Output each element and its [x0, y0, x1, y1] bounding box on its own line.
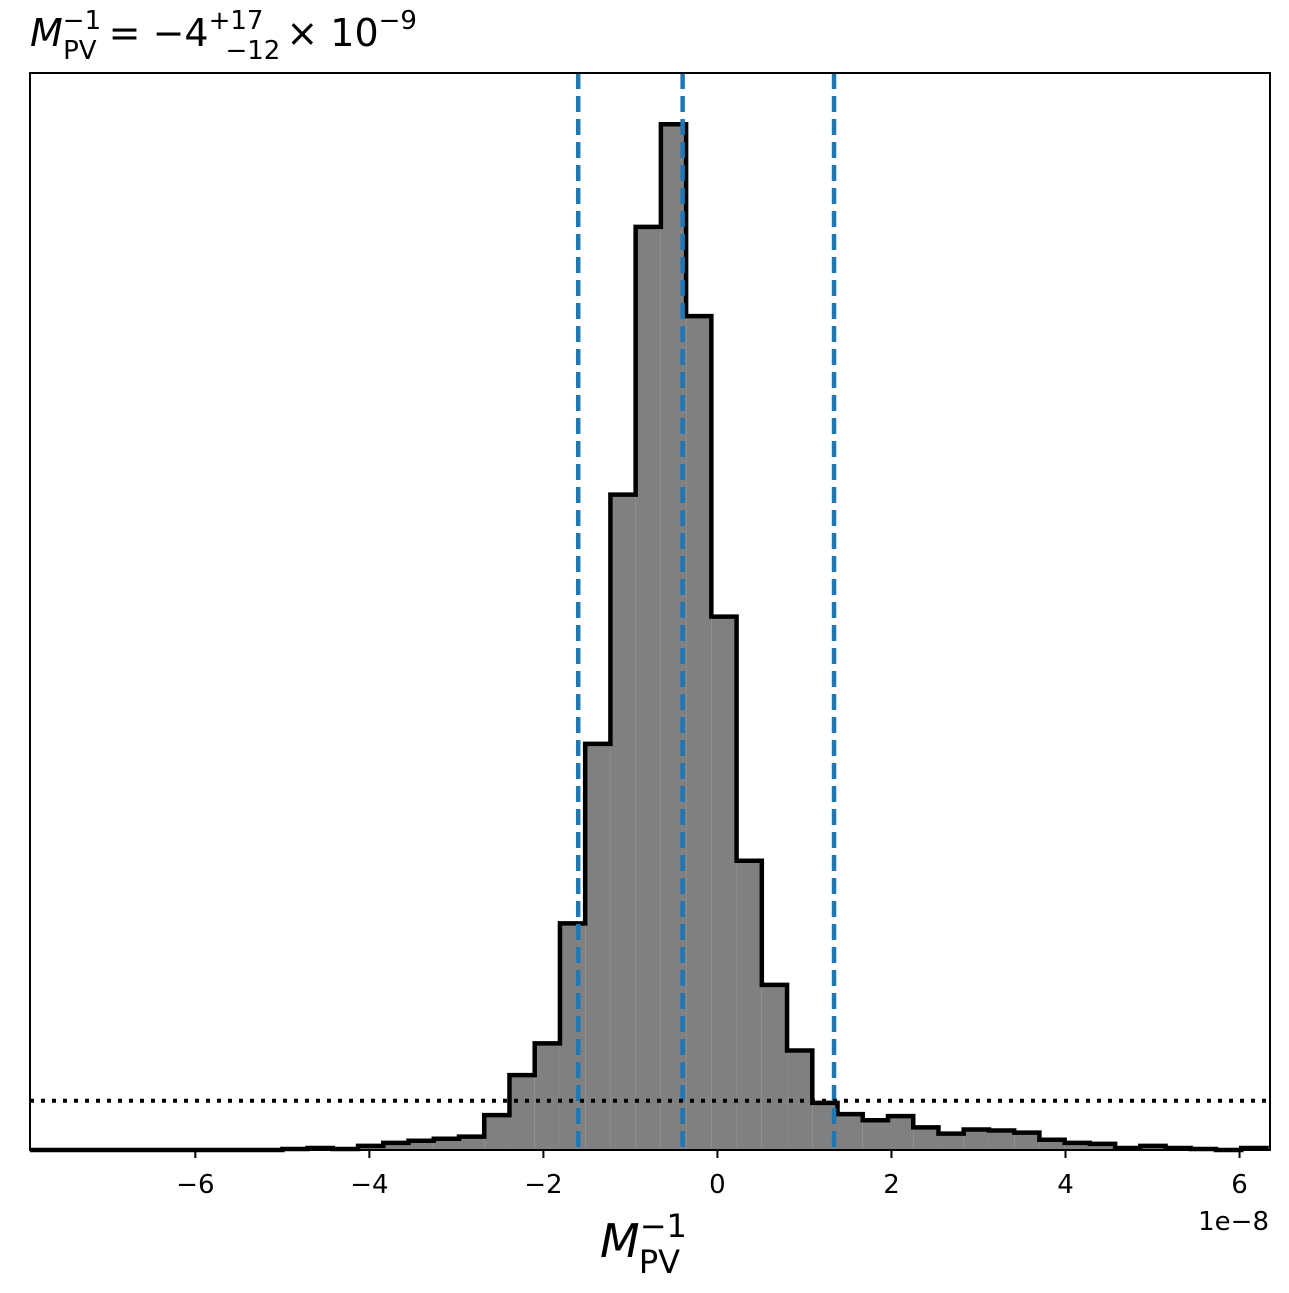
histogram-bar — [887, 1116, 914, 1150]
histogram-bar — [585, 743, 611, 1150]
histogram-bar — [862, 1120, 888, 1150]
title-upper-error: +17 — [209, 6, 264, 36]
xlabel-sup: −1 — [640, 1207, 687, 1245]
chart-title: M−1 PV = −4+17 −12 × 10−9 — [30, 6, 417, 66]
x-tick-label: −4 — [350, 1170, 388, 1200]
axis-offset-text: 1e−8 — [1198, 1207, 1269, 1237]
title-symbol-sup: −1 — [63, 6, 101, 36]
histogram-bar — [509, 1075, 535, 1150]
histogram-bar — [1089, 1143, 1116, 1150]
xlabel-sub: PV — [639, 1243, 680, 1281]
axes-frame — [29, 72, 1271, 1151]
x-tick-label: −2 — [524, 1170, 562, 1200]
histogram-bar — [534, 1043, 560, 1150]
histogram-bar — [559, 923, 586, 1150]
title-lower-error: −12 — [225, 36, 280, 66]
histogram-outline — [30, 122, 1269, 1153]
histogram-bar — [711, 616, 737, 1150]
x-tick-label: 0 — [709, 1170, 726, 1200]
histogram-bar — [988, 1130, 1015, 1150]
histogram-bar — [433, 1138, 459, 1150]
title-multiplier: × 10 — [286, 11, 378, 55]
x-tick-label: −6 — [176, 1170, 214, 1200]
histogram-bar — [635, 226, 661, 1150]
svg-text:M−1PV: M−1 PV — [600, 1207, 687, 1281]
plot-area: −6 −4 −2 0 2 4 6 — [29, 72, 1271, 1200]
histogram-bar — [408, 1140, 434, 1150]
x-tick-label: 4 — [1057, 1170, 1074, 1200]
histogram-bar — [761, 984, 788, 1150]
histogram-bar — [458, 1136, 485, 1150]
histogram-bar — [913, 1127, 939, 1150]
histogram-bar — [736, 860, 762, 1150]
histogram-bar — [383, 1142, 409, 1150]
histogram-bar — [610, 494, 636, 1150]
histogram-bar — [1064, 1142, 1090, 1150]
histogram-bar — [686, 316, 712, 1150]
histogram-bar — [938, 1133, 964, 1150]
title-symbol-sub: PV — [63, 36, 97, 66]
histogram-bar — [963, 1129, 989, 1150]
histogram-bar — [1039, 1139, 1065, 1150]
svg-text:M−1PV = −4+17−12× 10−9: M−1 PV = −4+17 −12 × 10−9 — [30, 6, 417, 66]
quantile-lines — [575, 73, 837, 1150]
xlabel-symbol: M — [600, 1214, 640, 1268]
title-symbol: M — [30, 11, 63, 55]
x-axis-ticks: −6 −4 −2 0 2 4 6 — [176, 1150, 1248, 1200]
histogram-bar — [1014, 1132, 1040, 1150]
title-exponent: −9 — [379, 6, 417, 36]
histogram-bar — [837, 1114, 863, 1150]
x-axis-label: M−1 PV — [600, 1207, 687, 1281]
x-tick-label: 2 — [883, 1170, 900, 1200]
x-tick-label: 6 — [1231, 1170, 1248, 1200]
histogram-bar — [484, 1115, 510, 1150]
histogram — [30, 122, 1269, 1153]
title-equals: = −4 — [97, 11, 209, 55]
